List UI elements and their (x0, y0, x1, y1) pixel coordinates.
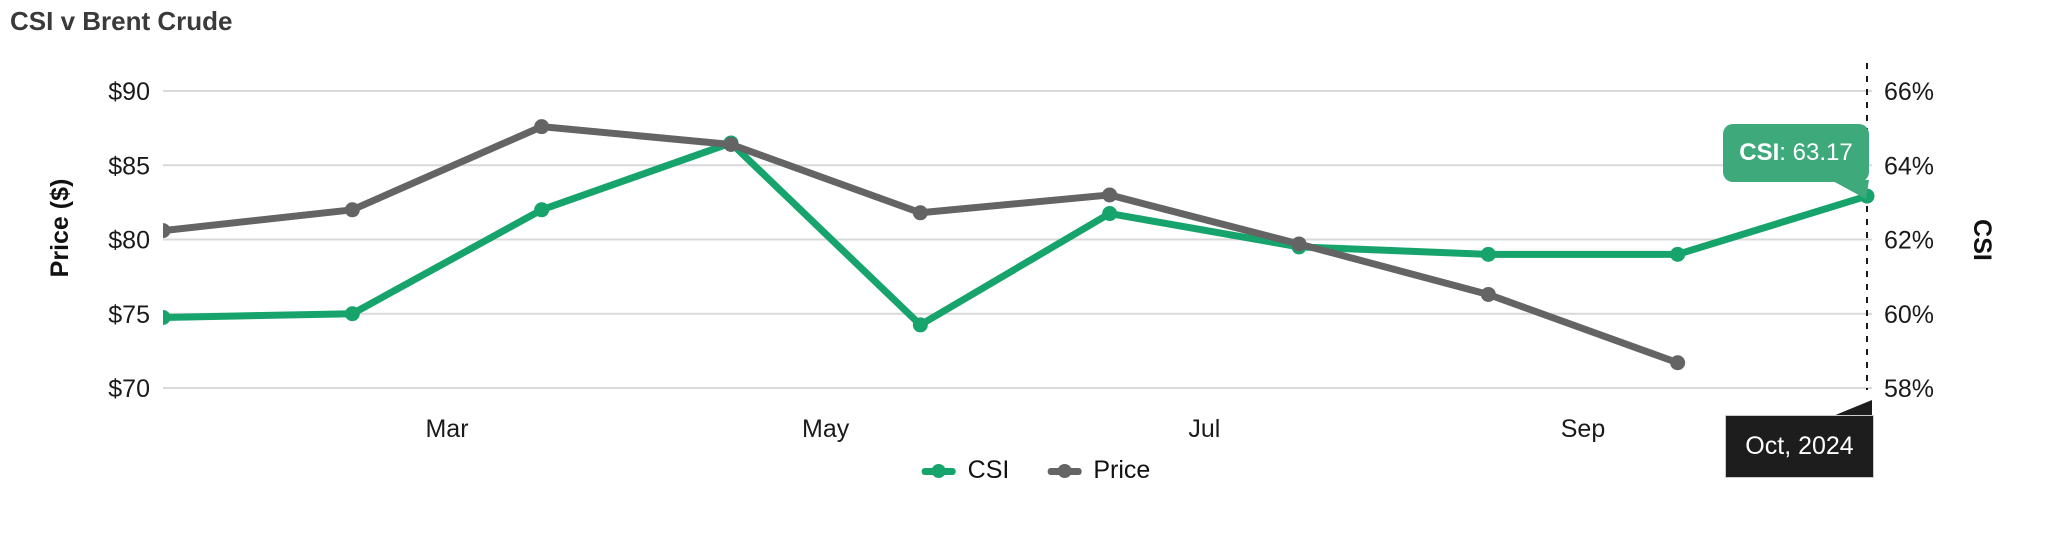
legend-item-price[interactable]: Price (1047, 456, 1150, 485)
y-tick-label-left: $80 (108, 227, 150, 255)
data-point-marker[interactable] (1480, 246, 1496, 262)
x-tick-label: Mar (425, 415, 468, 443)
data-point-marker[interactable] (912, 205, 928, 221)
left-axis-title: Price ($) (46, 179, 74, 278)
y-tick-label-left: $70 (108, 375, 150, 403)
data-point-marker[interactable] (344, 202, 360, 218)
tooltip-pointer (1831, 180, 1869, 199)
y-tick-label-right: 64% (1884, 152, 1934, 180)
cursor-date-label: Oct, 2024 (1725, 415, 1874, 478)
csi-series-icon (921, 463, 956, 479)
data-point-marker[interactable] (1480, 286, 1496, 302)
data-point-marker[interactable] (1102, 206, 1118, 222)
cursor-date-text: Oct, 2024 (1745, 432, 1854, 460)
series-price (156, 119, 1686, 371)
chart-legend: CSI Price (921, 456, 1150, 485)
csi-tooltip-series: CSI (1739, 139, 1780, 166)
right-axis-title: CSI (1968, 219, 1996, 261)
data-point-marker[interactable] (156, 309, 171, 325)
cursor-label-pointer (1833, 400, 1872, 416)
y-tick-label-right: 62% (1884, 227, 1934, 255)
csi-tooltip: CSI: 63.17 (1723, 124, 1869, 182)
legend-label-price: Price (1093, 456, 1151, 484)
series-csi (156, 135, 1875, 333)
data-point-marker[interactable] (912, 317, 928, 333)
chart-title: CSI v Brent Crude (10, 6, 233, 36)
y-tick-label-right: 66% (1884, 78, 1934, 106)
data-point-marker[interactable] (344, 306, 360, 322)
x-tick-label: Jul (1188, 415, 1220, 443)
y-tick-label-right: 60% (1884, 301, 1934, 329)
y-tick-label-left: $85 (108, 152, 150, 180)
legend-item-csi[interactable]: CSI (921, 456, 1010, 485)
series-line (163, 139, 1871, 329)
data-point-marker[interactable] (1670, 246, 1686, 262)
data-point-marker[interactable] (534, 119, 550, 135)
csi-tooltip-value: : 63.17 (1779, 139, 1853, 166)
y-tick-label-left: $75 (108, 301, 150, 329)
legend-label-csi: CSI (967, 456, 1010, 484)
price-series-icon (1047, 463, 1082, 479)
data-point-marker[interactable] (1102, 187, 1118, 203)
data-point-marker[interactable] (723, 136, 739, 152)
y-tick-label-left: $90 (108, 78, 150, 106)
chart-generated: $90 66% $85 64% $80 62% $75 60% $70 58% Mar May Jul S… (108, 63, 1934, 443)
data-point-marker[interactable] (1670, 355, 1686, 371)
data-point-marker[interactable] (156, 223, 171, 239)
x-tick-label: Sep (1561, 415, 1605, 443)
data-point-marker[interactable] (534, 202, 550, 218)
y-tick-label-right: 58% (1884, 375, 1934, 403)
x-tick-label: May (802, 415, 850, 443)
data-point-marker[interactable] (1291, 236, 1307, 252)
